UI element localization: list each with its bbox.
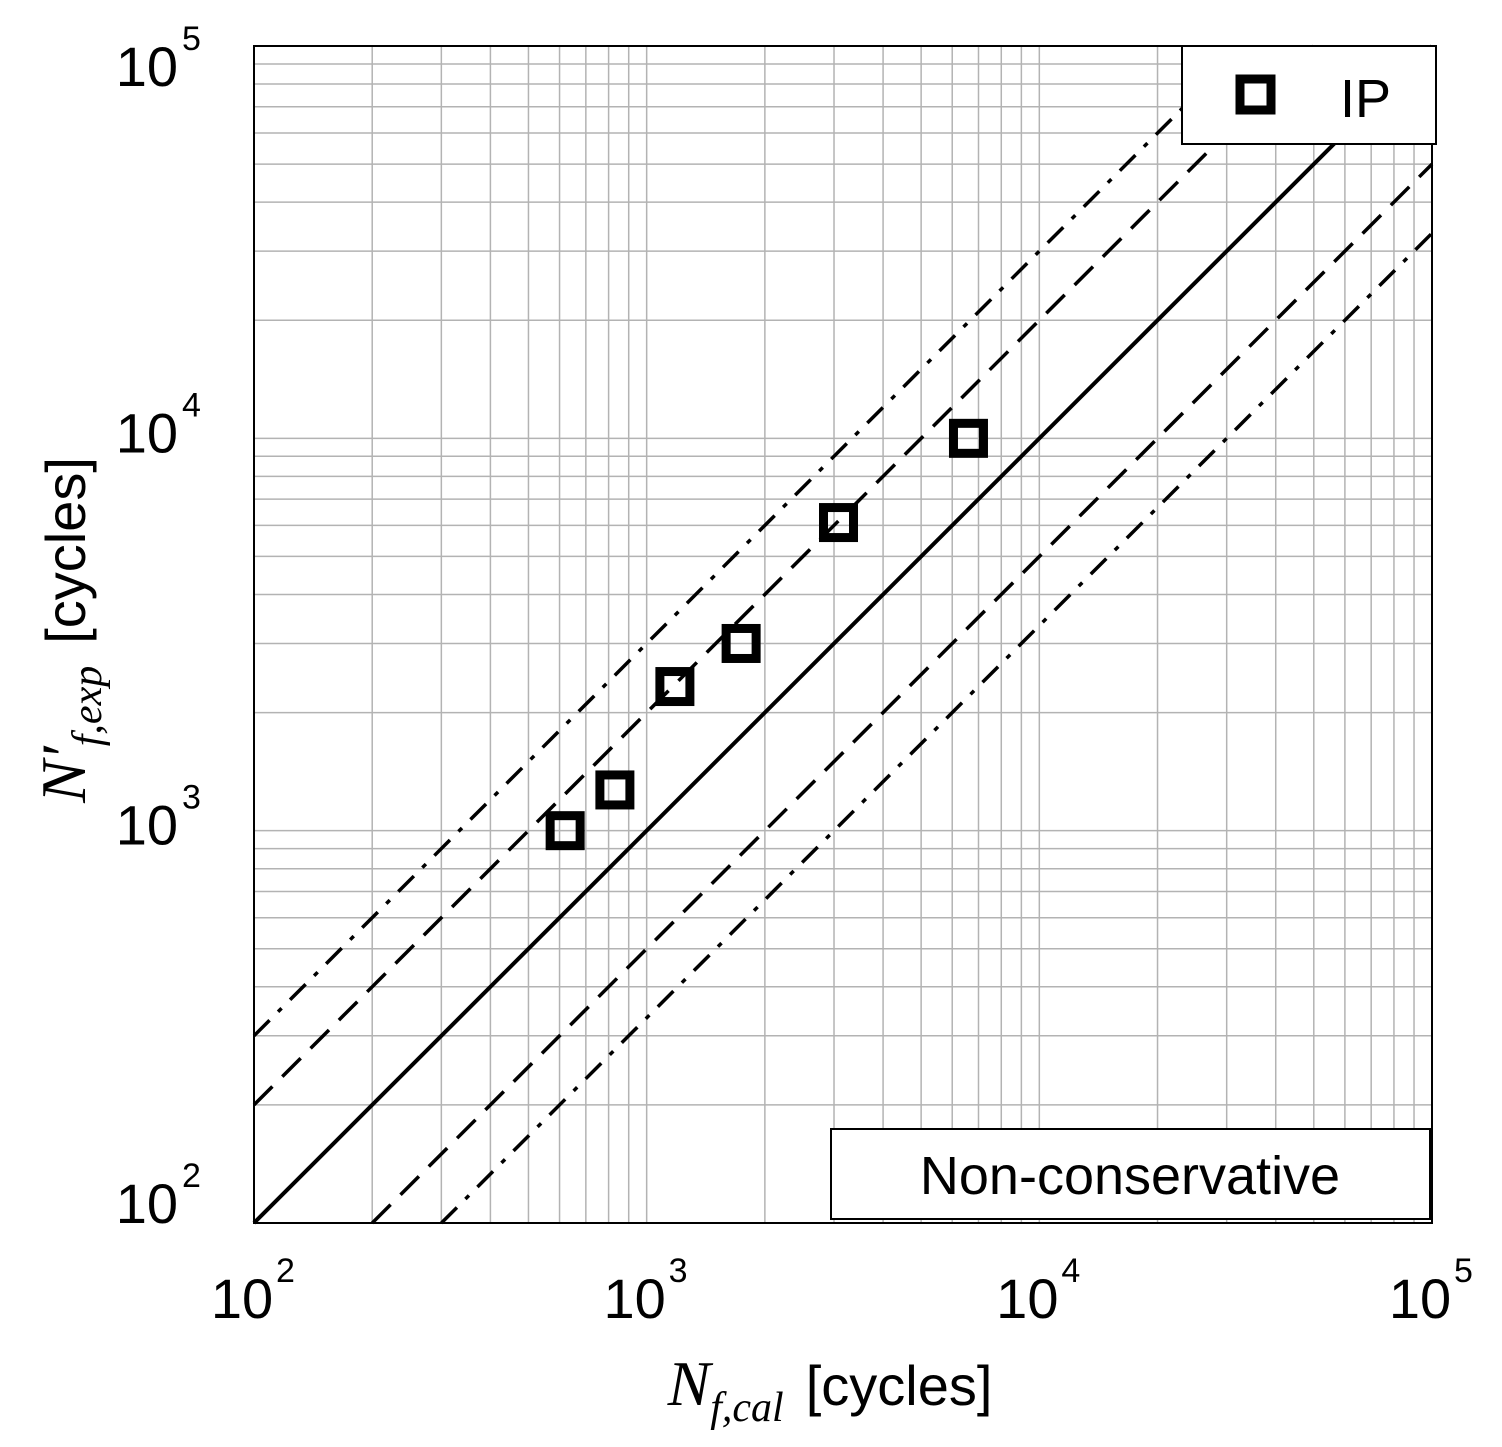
- x-tick-label-10-4: 10 4: [996, 1252, 1080, 1330]
- y-tick-base: 10: [116, 794, 178, 857]
- y-tick-base: 10: [116, 35, 178, 98]
- reference-line-factor-3-upper: [252, 44, 1246, 1038]
- y-tick-label-10-5: 10 5: [116, 20, 201, 98]
- legend-box: [1181, 45, 1437, 145]
- annotation-box: Non-conservative: [830, 1128, 1431, 1220]
- legend-marker-square-icon: [1235, 74, 1276, 115]
- x-tick-base: 10: [996, 1267, 1058, 1330]
- x-tick-exponent: 3: [669, 1252, 688, 1290]
- legend: IP: [1181, 45, 1437, 145]
- x-tick-label-10-2: 10 2: [211, 1252, 295, 1330]
- y-tick-exponent: 2: [182, 1157, 201, 1195]
- x-tick-label-10-3: 10 3: [604, 1252, 688, 1330]
- x-tick-base: 10: [604, 1267, 666, 1330]
- data-point-ip: [595, 770, 635, 810]
- data-point-ip: [819, 503, 859, 543]
- y-axis-subscript: f,exp: [65, 666, 111, 746]
- reference-line-1:1: [252, 44, 1434, 1225]
- x-tick-base: 10: [1389, 1267, 1451, 1330]
- y-tick-exponent: 3: [182, 779, 201, 817]
- x-axis-label: Nf,cal [cycles]: [667, 1348, 993, 1431]
- x-axis-subscript: f,cal: [710, 1385, 783, 1431]
- grid: [254, 46, 1432, 1223]
- plot-frame: [253, 45, 1433, 1224]
- y-tick-label-10-4: 10 4: [116, 386, 201, 464]
- reference-line-factor-3-lower: [440, 231, 1434, 1225]
- y-axis-label: N′f,exp [cycles]: [28, 457, 111, 804]
- x-tick-label-10-5: 10 5: [1389, 1252, 1473, 1330]
- x-tick-labels: 10 2 10 3 10 4 10 5: [211, 1252, 1473, 1330]
- data-point-ip: [545, 811, 585, 851]
- x-axis-symbol: N: [667, 1348, 714, 1419]
- data-point-ip: [721, 623, 761, 663]
- data-point-ip: [655, 667, 695, 707]
- reference-lines: [252, 44, 1434, 1225]
- x-tick-exponent: 5: [1454, 1252, 1473, 1290]
- reference-line-factor-2-upper: [252, 44, 1316, 1107]
- reference-line-factor-2-lower: [370, 162, 1434, 1225]
- y-tick-label-10-2: 10 2: [116, 1157, 201, 1235]
- y-tick-exponent: 4: [182, 386, 201, 424]
- legend-label-ip: IP: [1340, 69, 1391, 129]
- y-tick-label-10-3: 10 3: [116, 779, 201, 857]
- x-tick-base: 10: [211, 1267, 273, 1330]
- annotation-frame: [830, 1128, 1431, 1220]
- x-tick-exponent: 4: [1061, 1252, 1080, 1290]
- x-tick-exponent: 2: [276, 1252, 295, 1290]
- y-tick-base: 10: [116, 401, 178, 464]
- data-points: [545, 418, 988, 851]
- y-axis-symbol: N′: [28, 745, 99, 804]
- y-tick-exponent: 5: [182, 20, 201, 58]
- data-point-ip: [948, 418, 988, 458]
- y-tick-base: 10: [116, 1172, 178, 1235]
- x-axis-unit: [cycles]: [806, 1354, 993, 1417]
- y-axis-unit: [cycles]: [34, 457, 97, 644]
- annotation-non-conservative: Non-conservative: [920, 1146, 1340, 1206]
